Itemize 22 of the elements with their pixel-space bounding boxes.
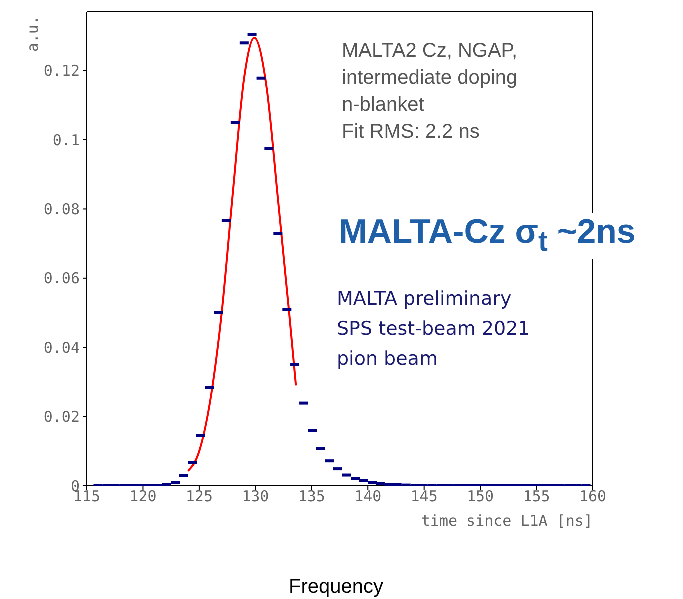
x-tick-label: 155 (523, 488, 550, 506)
x-tick-label: 125 (186, 488, 213, 506)
x-tick-label: 120 (130, 488, 157, 506)
y-axis-title: a.u. (24, 16, 42, 52)
x-tick-label: 130 (242, 488, 270, 506)
annotation: MALTA-Cz σ$_{t}$ ~2ns (339, 213, 636, 258)
y-tick-label: 0.1 (52, 131, 80, 150)
annotation: MALTA2 Cz, NGAP, intermediate doping n-blanket Fit RMS: 2.2 ns (342, 40, 518, 143)
y-tick-label: 0.08 (44, 200, 80, 219)
line-series (187, 36, 298, 472)
x-tick-label: 150 (467, 488, 494, 506)
text: Frequency (289, 576, 384, 598)
x-tick-label: 135 (298, 488, 326, 506)
y-tick-label: 0.06 (44, 270, 80, 288)
y-tick-label: 0.04 (44, 338, 80, 357)
y-tick-label: 0.02 (44, 408, 80, 426)
x-tick-label: 145 (410, 488, 438, 506)
x-tick-label: 160 (579, 488, 607, 506)
annotation: MALTA preliminary SPS test-beam 2021 pion beam (337, 288, 530, 370)
y-tick-label: 0.12 (44, 62, 80, 80)
x-tick-label: 140 (354, 488, 382, 506)
x-axis-title: time since L1A [ns] (421, 512, 593, 530)
